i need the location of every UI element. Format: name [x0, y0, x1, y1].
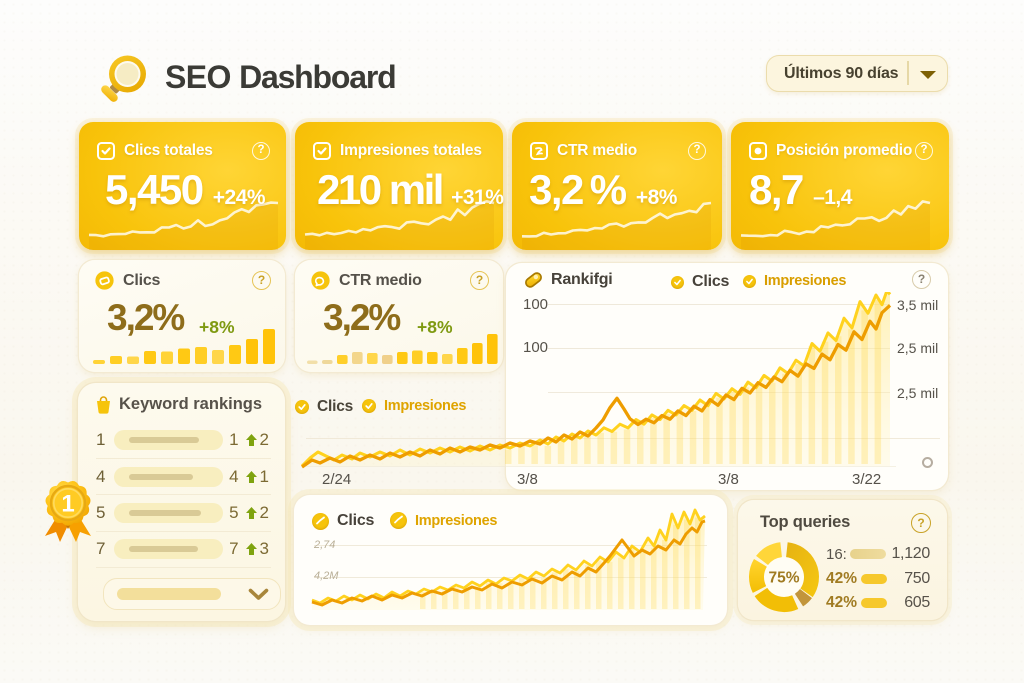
svg-text:1: 1 — [61, 491, 74, 518]
svg-text:75%: 75% — [768, 570, 799, 587]
